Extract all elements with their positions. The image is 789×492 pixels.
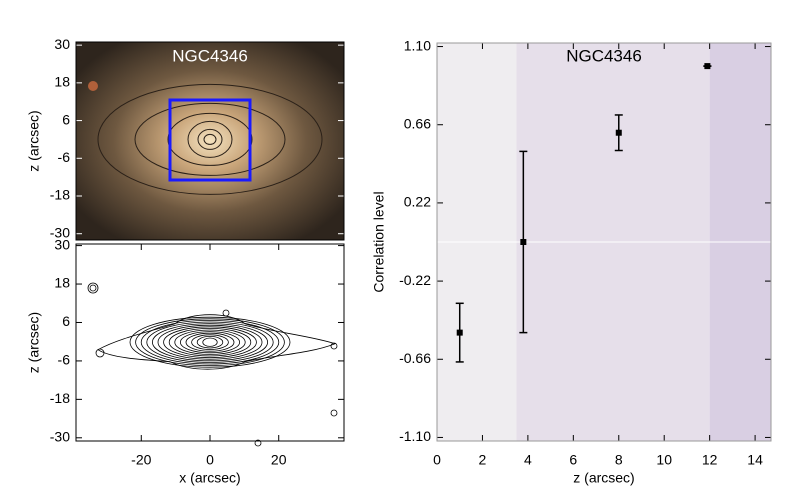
x-axis-label: x (arcsec) xyxy=(179,470,240,486)
y-axis-label: z (arcsec) xyxy=(26,312,42,373)
isophote xyxy=(134,102,286,176)
x-tick-label: 12 xyxy=(702,452,718,468)
contour xyxy=(151,323,268,362)
data-point xyxy=(615,129,622,136)
y-tick-label: 6 xyxy=(62,111,70,127)
contour-panel xyxy=(76,244,344,441)
y-tick-label: -6 xyxy=(58,149,71,165)
data-point xyxy=(520,239,527,245)
contour xyxy=(191,334,229,350)
y-axis-label: Correlation level xyxy=(371,191,387,292)
star xyxy=(88,81,98,91)
x-tick-label: 0 xyxy=(433,452,441,468)
y-tick-label: 30 xyxy=(54,236,70,252)
isophote xyxy=(167,112,253,166)
y-tick-label: -1.10 xyxy=(399,428,431,444)
star-contour xyxy=(330,342,338,350)
contour xyxy=(179,331,240,354)
isophote xyxy=(203,133,217,145)
contour xyxy=(174,329,246,355)
contour xyxy=(185,332,235,352)
panel-title: NGC4346 xyxy=(172,46,248,65)
plot-frame xyxy=(75,243,345,442)
star-contour xyxy=(222,309,230,317)
y-axis-label: z (arcsec) xyxy=(26,110,42,171)
zoom-box xyxy=(168,98,252,182)
y-tick-label: 1.10 xyxy=(404,37,431,53)
x-tick-label: 14 xyxy=(747,452,763,468)
contour xyxy=(157,324,263,360)
star-contour xyxy=(89,284,97,292)
contour xyxy=(196,335,224,349)
data-point xyxy=(704,63,711,70)
y-tick-label: 6 xyxy=(62,313,70,329)
y-tick-label: -30 xyxy=(50,428,70,444)
contour xyxy=(202,337,218,347)
contour xyxy=(140,319,280,365)
galaxy-image xyxy=(76,42,344,240)
isophote xyxy=(197,128,223,150)
plot-frame xyxy=(75,41,345,241)
contour xyxy=(168,327,252,357)
contour xyxy=(129,316,291,368)
x-tick-label: 2 xyxy=(479,452,487,468)
isophote xyxy=(187,120,233,158)
chart-title: NGC4346 xyxy=(566,46,642,65)
star-contour xyxy=(95,348,105,358)
y-tick-label: 18 xyxy=(54,275,70,291)
star-contour xyxy=(330,409,338,417)
y-tick-label: -18 xyxy=(50,187,70,203)
data-point xyxy=(456,329,463,336)
x-tick-label: 4 xyxy=(524,452,532,468)
x-tick-label: 8 xyxy=(615,452,623,468)
isophote xyxy=(97,83,323,195)
y-tick-label: 18 xyxy=(54,74,70,90)
y-tick-label: 30 xyxy=(54,36,70,52)
y-tick-label: -18 xyxy=(50,390,70,406)
y-tick-label: -0.66 xyxy=(399,350,431,366)
star-contour xyxy=(87,282,99,294)
x-tick-label: 10 xyxy=(656,452,672,468)
contour xyxy=(146,321,274,363)
x-tick-label: 0 xyxy=(206,452,214,468)
y-tick-label: 0.66 xyxy=(404,115,431,131)
x-axis-label: z (arcsec) xyxy=(573,470,634,486)
x-tick-label: 6 xyxy=(569,452,577,468)
x-tick-label: 20 xyxy=(271,452,287,468)
y-tick-label: 0.22 xyxy=(404,194,431,210)
contour xyxy=(163,326,257,358)
y-tick-label: -30 xyxy=(50,224,70,240)
contour xyxy=(135,318,285,366)
plot-frame xyxy=(436,42,772,442)
y-tick-label: -0.22 xyxy=(399,272,431,288)
y-tick-label: -6 xyxy=(58,352,71,368)
x-tick-label: -20 xyxy=(131,452,151,468)
star-contour xyxy=(254,439,262,447)
